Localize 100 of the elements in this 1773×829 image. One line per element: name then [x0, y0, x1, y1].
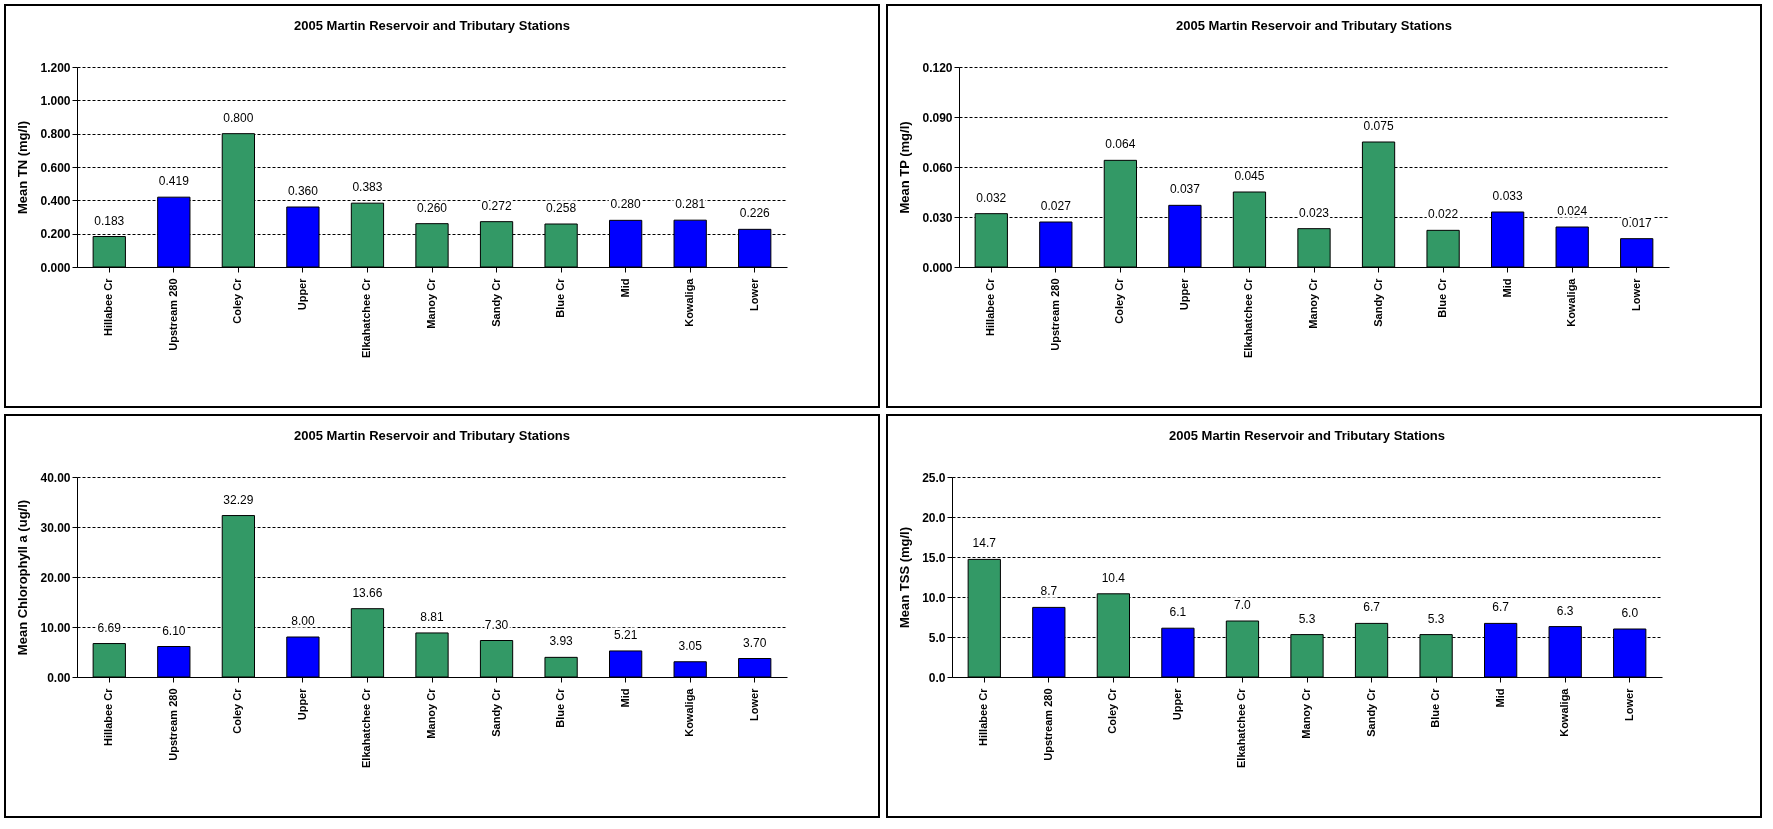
x-tick-label: Blue Cr: [554, 277, 567, 318]
data-label: 6.7: [1363, 600, 1381, 615]
x-tick-label: Upstream 280: [166, 688, 179, 761]
data-label: 0.032: [976, 190, 1007, 205]
data-label: 7.30: [484, 617, 509, 632]
data-label: 3.93: [549, 634, 574, 649]
data-label: 0.023: [1298, 205, 1330, 220]
y-axis-title: Mean TN (mg/l): [15, 120, 31, 215]
chart-title: 2005 Martin Reservoir and Tributary Stations: [1176, 18, 1452, 33]
x-tick-label: Coley Cr: [1106, 687, 1119, 734]
y-tick-label: 0.030: [922, 210, 953, 225]
x-tick-label: Hillabee Cr: [984, 277, 997, 336]
x-tick-label: Blue Cr: [554, 687, 567, 728]
y-tick-label: 5.0: [928, 630, 946, 645]
x-tick-label: Upper: [1170, 687, 1183, 721]
y-tick-label: 0.600: [40, 160, 71, 175]
x-tick-label: Elkahatchee Cr: [1242, 277, 1255, 358]
data-label: 0.024: [1557, 204, 1588, 218]
data-label: 32.29: [223, 492, 254, 507]
data-label: 3.70: [743, 635, 767, 650]
data-label: 0.281: [675, 197, 706, 212]
y-tick-label: 0.060: [922, 160, 953, 175]
data-label: 6.69: [97, 620, 122, 635]
x-tick-label: Sandy Cr: [489, 277, 502, 327]
y-axis-title: Mean Chlorophyll a (ug/l): [15, 499, 31, 656]
data-label: 6.10: [162, 623, 186, 638]
x-tick-label: Manoy Cr: [425, 687, 437, 739]
x-tick-label: Hillabee Cr: [102, 277, 115, 336]
y-tick-label: 15.0: [922, 550, 946, 565]
data-label: 10.4: [1101, 570, 1126, 585]
x-tick-label: Kowaliga: [683, 277, 696, 327]
y-tick-label: 0.0: [928, 670, 946, 685]
data-label: 8.7: [1040, 584, 1058, 599]
y-tick-label: 25.0: [922, 470, 946, 485]
data-label: 5.3: [1298, 611, 1316, 626]
data-label: 0.075: [1363, 119, 1394, 133]
y-tick-label: 0.00: [47, 670, 71, 685]
x-tick-label: Lower: [1629, 277, 1642, 311]
y-tick-label: 0.800: [40, 127, 71, 142]
data-label: 14.7: [972, 536, 997, 551]
data-label: 0.033: [1492, 189, 1523, 203]
data-label: 3.05: [678, 638, 703, 653]
x-tick-label: Upstream 280: [1048, 278, 1061, 351]
x-tick-label: Kowaliga: [683, 687, 696, 737]
data-label: 0.258: [546, 201, 577, 215]
data-label: 13.66: [352, 585, 383, 600]
data-label: 0.800: [223, 110, 254, 125]
x-tick-label: Mid: [618, 278, 631, 298]
data-label: 0.037: [1169, 182, 1201, 197]
data-label: 0.027: [1040, 199, 1072, 213]
y-tick-label: 40.00: [40, 470, 71, 485]
x-tick-label: Manoy Cr: [1307, 277, 1319, 329]
data-label: 6.1: [1169, 605, 1187, 620]
data-label: 8.00: [291, 614, 315, 628]
y-axis-title: Mean TSS (mg/l): [897, 526, 913, 629]
y-tick-label: 1.000: [40, 93, 71, 108]
data-label: 0.280: [610, 197, 641, 212]
data-label: 0.260: [416, 200, 448, 215]
x-tick-label: Lower: [747, 277, 760, 311]
data-label: 0.419: [158, 174, 190, 189]
x-tick-label: Sandy Cr: [489, 687, 502, 737]
x-tick-label: Elkahatchee Cr: [1235, 687, 1248, 768]
y-tick-label: 20.00: [40, 570, 71, 585]
x-tick-label: Sandy Cr: [1371, 277, 1384, 327]
x-tick-label: Kowaliga: [1565, 277, 1578, 327]
x-tick-label: Manoy Cr: [425, 277, 437, 329]
y-tick-label: 20.0: [922, 510, 946, 525]
data-label: 0.383: [352, 180, 383, 195]
chart-title: 2005 Martin Reservoir and Tributary Stations: [1169, 428, 1445, 443]
data-label: 5.21: [613, 627, 638, 642]
y-tick-label: 0.000: [922, 260, 953, 275]
y-axis-title: Mean TP (mg/l): [897, 121, 913, 214]
x-tick-label: Blue Cr: [1429, 687, 1442, 728]
y-tick-label: 0.400: [40, 193, 71, 208]
x-tick-label: Kowaliga: [1558, 687, 1571, 737]
x-tick-label: Hillabee Cr: [102, 687, 115, 746]
data-label: 0.272: [481, 198, 512, 213]
x-tick-label: Mid: [1493, 688, 1506, 708]
x-tick-label: Mid: [618, 688, 631, 708]
data-label: 0.017: [1621, 215, 1653, 230]
x-tick-label: Upper: [1177, 277, 1190, 311]
x-tick-label: Elkahatchee Cr: [360, 277, 373, 358]
x-tick-label: Lower: [747, 687, 760, 721]
data-label: 6.3: [1556, 603, 1574, 618]
y-tick-label: 0.200: [40, 227, 71, 242]
data-label: 0.064: [1105, 137, 1136, 152]
y-tick-label: 30.00: [40, 520, 71, 535]
data-label: 0.226: [739, 206, 771, 221]
x-tick-label: Hillabee Cr: [977, 687, 990, 746]
chart-title: 2005 Martin Reservoir and Tributary Stations: [294, 18, 570, 33]
x-tick-label: Upper: [295, 687, 308, 721]
data-label: 7.0: [1234, 598, 1252, 612]
y-tick-label: 0.090: [922, 110, 953, 125]
x-tick-label: Coley Cr: [231, 277, 244, 324]
x-tick-label: Lower: [1622, 687, 1635, 721]
data-label: 6.7: [1492, 600, 1510, 615]
y-tick-label: 0.000: [40, 260, 71, 275]
x-tick-label: Elkahatchee Cr: [360, 687, 373, 768]
data-label: 0.022: [1428, 207, 1459, 222]
data-label: 0.183: [94, 213, 125, 228]
